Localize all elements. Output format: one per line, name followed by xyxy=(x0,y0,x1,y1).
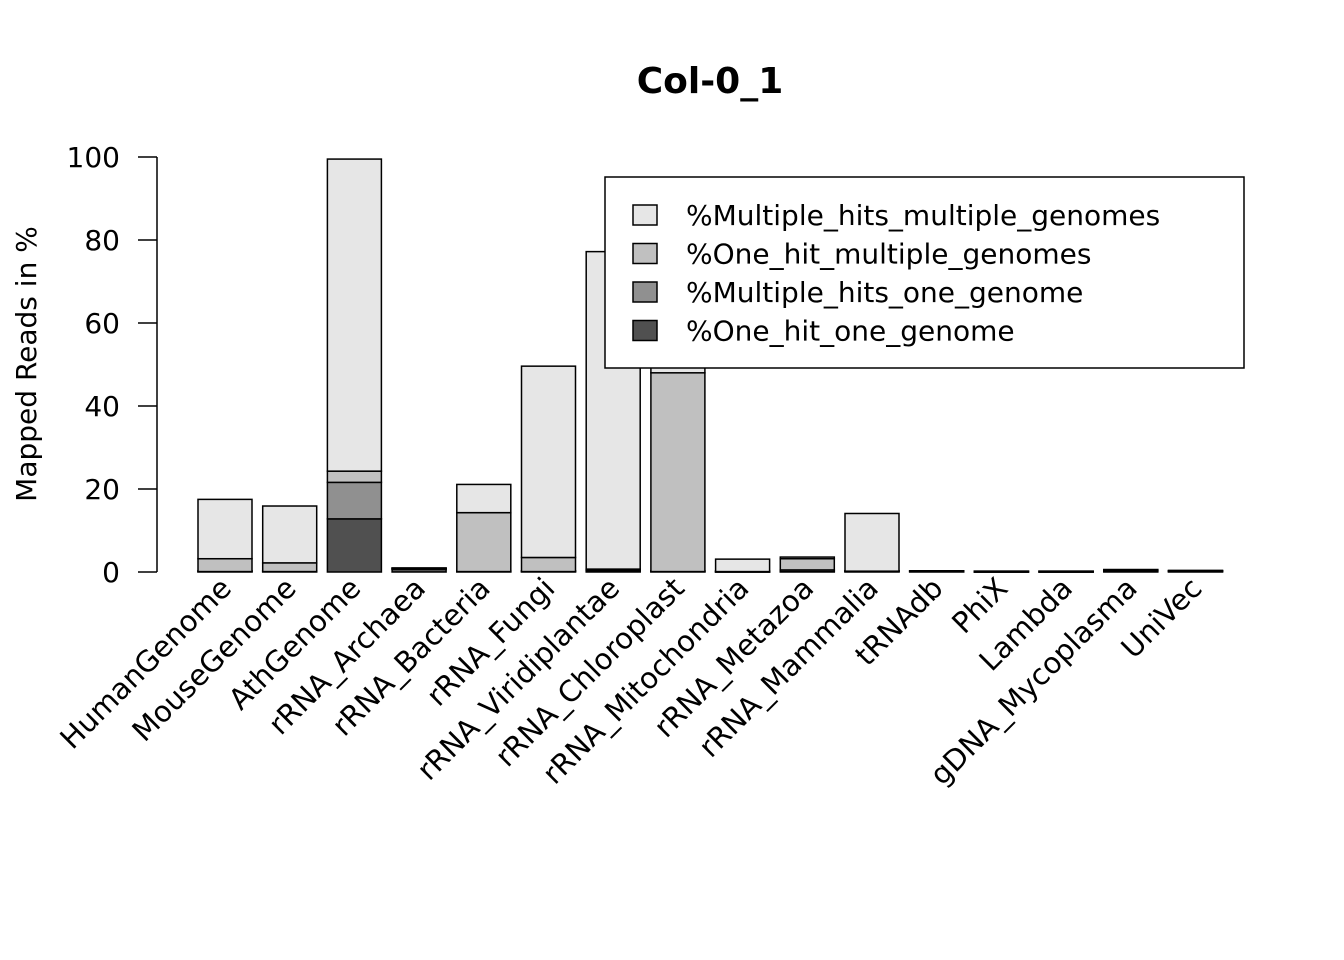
bar-segment xyxy=(1167,569,1224,572)
y-tick-label: 80 xyxy=(84,224,120,257)
bar-segment xyxy=(197,498,253,560)
bar-segment xyxy=(456,483,512,514)
bar-segment xyxy=(326,158,383,472)
bar-segment xyxy=(456,511,512,573)
y-tick-label: 60 xyxy=(84,307,120,340)
bar-segment xyxy=(779,556,836,560)
bar-segment xyxy=(908,570,965,573)
bar-segment xyxy=(973,570,1030,573)
bar-segment xyxy=(261,562,318,573)
y-axis: 0 20 40 60 80 100 xyxy=(67,141,158,589)
bar-segment xyxy=(714,558,771,573)
legend-label: %Multiple_hits_one_genome xyxy=(686,276,1083,309)
y-tick-label: 40 xyxy=(84,390,120,423)
bar-segment xyxy=(1103,568,1159,572)
bar-segment xyxy=(520,556,577,573)
bar-segment xyxy=(261,505,318,564)
y-tick-label: 20 xyxy=(84,473,120,506)
bar-segment xyxy=(326,481,383,520)
y-tick-label: 100 xyxy=(67,141,120,174)
bar-segment xyxy=(1038,570,1094,573)
legend-swatch xyxy=(632,281,658,303)
legend-label: %One_hit_multiple_genomes xyxy=(686,238,1091,271)
bar-segment xyxy=(326,518,383,573)
legend: %Multiple_hits_multiple_genomes %One_hit_… xyxy=(604,176,1245,369)
legend-swatch xyxy=(632,319,658,342)
bar-segment xyxy=(650,372,706,573)
y-axis-label: Mapped Reads in % xyxy=(10,226,43,502)
legend-box xyxy=(604,176,1245,369)
bar-segment xyxy=(520,365,577,559)
bar-segment xyxy=(326,470,383,484)
legend-swatch xyxy=(632,204,658,226)
y-tick-label: 0 xyxy=(102,556,120,589)
legend-swatch xyxy=(632,242,658,265)
legend-label: %One_hit_one_genome xyxy=(686,315,1015,348)
bar-segment xyxy=(391,567,447,570)
bar-segment xyxy=(844,512,900,572)
bars-group xyxy=(197,158,1224,573)
bar-segment xyxy=(197,557,253,573)
chart-title: Col-0_1 xyxy=(637,61,784,102)
legend-label: %Multiple_hits_multiple_genomes xyxy=(686,199,1160,232)
x-tick-labels: HumanGenomeMouseGenomeAthGenomerRNA_Arch… xyxy=(53,571,1208,792)
bar-segment xyxy=(779,557,836,571)
